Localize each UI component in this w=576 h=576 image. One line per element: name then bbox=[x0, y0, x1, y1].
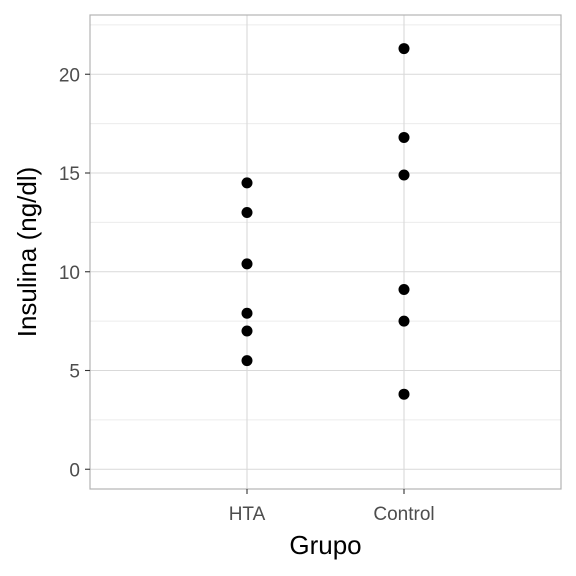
minor-gridlines bbox=[90, 24, 561, 421]
x-tick-label: Control bbox=[373, 504, 434, 525]
x-axis-ticks: HTA Control bbox=[229, 489, 435, 525]
data-point bbox=[398, 43, 410, 55]
x-axis-title: Grupo bbox=[289, 530, 361, 560]
data-point bbox=[398, 388, 410, 400]
y-tick-label: 5 bbox=[69, 362, 80, 383]
y-axis-title: Insulina (ng/dl) bbox=[12, 167, 42, 338]
panel-border bbox=[89, 14, 562, 490]
data-points bbox=[241, 43, 410, 400]
y-tick-label: 20 bbox=[59, 65, 80, 86]
data-point bbox=[241, 207, 253, 218]
y-axis-ticks: 0 5 10 15 20 bbox=[59, 65, 90, 481]
data-point bbox=[398, 284, 410, 296]
data-point bbox=[241, 355, 253, 367]
major-gridlines bbox=[90, 15, 561, 489]
y-tick-label: 15 bbox=[59, 164, 80, 185]
y-tick-label: 10 bbox=[59, 263, 80, 284]
data-point bbox=[398, 169, 410, 181]
data-point bbox=[241, 325, 253, 337]
data-point bbox=[398, 131, 410, 143]
x-tick-label: HTA bbox=[229, 504, 266, 525]
data-point bbox=[398, 315, 410, 327]
data-point bbox=[241, 307, 253, 319]
y-tick-label: 0 bbox=[69, 460, 80, 481]
data-point bbox=[241, 258, 253, 270]
data-point bbox=[241, 177, 253, 189]
